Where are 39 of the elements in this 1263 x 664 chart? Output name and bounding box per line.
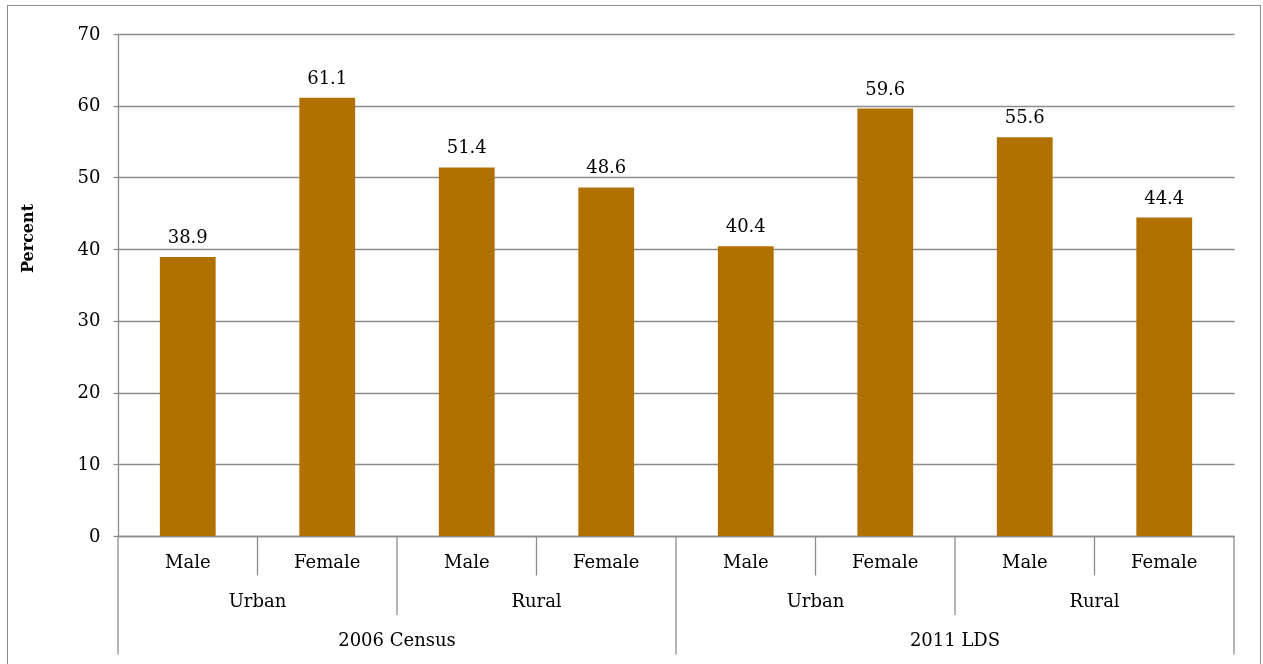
y-tick-label: 10 bbox=[77, 452, 101, 474]
y-tick-label: 60 bbox=[77, 94, 101, 116]
data-label: 38.9 bbox=[167, 226, 208, 248]
y-axis-title: Percent bbox=[17, 203, 37, 274]
y-tick-label: 30 bbox=[77, 309, 101, 331]
y-tick-label: 40 bbox=[77, 237, 101, 259]
y-tick-label: 0 bbox=[89, 524, 101, 546]
data-label: 61.1 bbox=[307, 66, 348, 88]
data-label: 55.6 bbox=[1004, 106, 1045, 128]
y-tick-label: 70 bbox=[77, 22, 101, 44]
bar bbox=[578, 187, 635, 536]
text: Urban bbox=[786, 589, 845, 611]
y-tick-label: 20 bbox=[77, 381, 101, 403]
x-tick-label: Male bbox=[1001, 550, 1048, 572]
data-label: 48.6 bbox=[586, 156, 627, 178]
x-tick-label: Female bbox=[573, 550, 640, 572]
data-label: 51.4 bbox=[446, 136, 487, 158]
data-label: 40.4 bbox=[725, 215, 766, 237]
bar bbox=[857, 108, 914, 536]
bar bbox=[1136, 217, 1193, 536]
text: 2006 Census bbox=[338, 629, 456, 650]
x-tick-label: Female bbox=[294, 550, 361, 572]
bar bbox=[159, 257, 216, 536]
text: Urban bbox=[228, 589, 287, 611]
x-tick-label: Male bbox=[443, 550, 490, 572]
text: Rural bbox=[511, 589, 562, 611]
bar bbox=[996, 137, 1053, 536]
bar bbox=[717, 246, 774, 536]
data-label: 59.6 bbox=[865, 77, 906, 99]
x-tick-label: Female bbox=[1131, 550, 1198, 572]
x-tick-label: Male bbox=[164, 550, 211, 572]
bar bbox=[438, 167, 495, 536]
y-tick-label: 50 bbox=[77, 165, 101, 187]
data-label: 44.4 bbox=[1144, 186, 1185, 208]
text: Rural bbox=[1069, 589, 1120, 611]
text: 2011 LDS bbox=[909, 629, 1001, 650]
bar bbox=[299, 97, 356, 536]
x-tick-label: Female bbox=[852, 550, 919, 572]
x-tick-label: Male bbox=[722, 550, 769, 572]
